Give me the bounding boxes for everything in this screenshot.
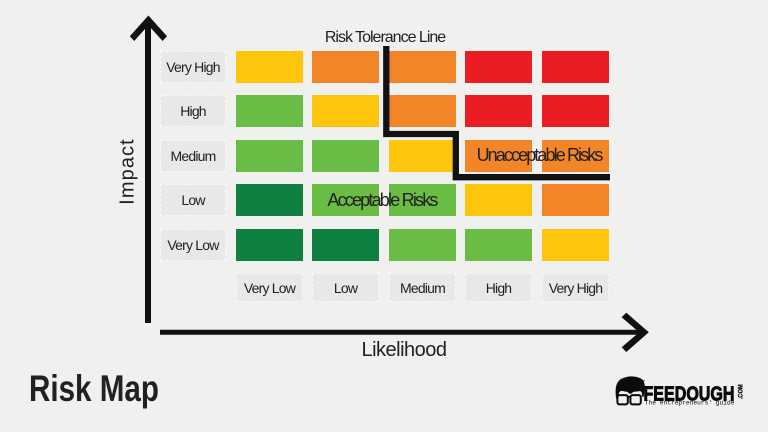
svg-text:.COM: .COM	[738, 384, 745, 399]
svg-text:FEEDOUGH: FEEDOUGH	[644, 384, 735, 406]
svg-text:The entrepreneurs' guide: The entrepreneurs' guide	[645, 399, 735, 406]
